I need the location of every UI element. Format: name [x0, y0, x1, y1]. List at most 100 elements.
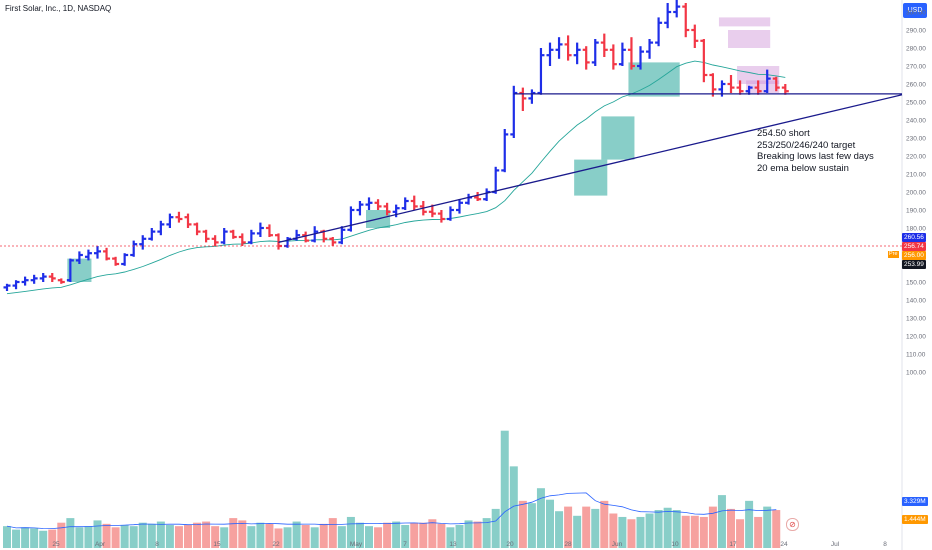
ohlc-bar [763, 69, 771, 93]
ohlc-bar [483, 188, 491, 201]
ohlc-bar [646, 39, 654, 59]
price-tick-label: 210.00 [906, 172, 926, 179]
ohlc-bar [247, 229, 255, 245]
ohlc-bar [66, 258, 74, 282]
volume-bar [690, 515, 699, 548]
ohlc-bar [84, 249, 92, 261]
volume-tag: 3.329M [902, 497, 928, 506]
volume-bar [256, 522, 265, 548]
price-tick-label: 270.00 [906, 64, 926, 71]
volume-bar [455, 525, 464, 548]
volume-bar [482, 518, 491, 548]
volume-bar [355, 522, 364, 548]
volume-ma-tag: 1.444M [902, 515, 928, 524]
volume-bar [102, 523, 111, 548]
ohlc-bar [537, 48, 545, 95]
volume-bar [156, 521, 165, 548]
ohlc-bar [75, 251, 83, 264]
volume-bar [274, 528, 283, 548]
volume-bar [763, 506, 772, 548]
volume-bar [518, 500, 527, 548]
currency-button[interactable]: USD [903, 3, 927, 18]
volume-bar [129, 526, 138, 548]
volume-bar [365, 526, 373, 548]
price-tick-label: 290.00 [906, 28, 926, 35]
ohlc-bar [302, 231, 310, 243]
volume-bar [627, 519, 636, 548]
volume-bar [328, 518, 337, 548]
volume-bar [772, 510, 781, 548]
ohlc-bar [220, 228, 228, 245]
volume-bar [464, 520, 473, 548]
volume-bar [93, 520, 102, 548]
ohlc-bar [374, 199, 382, 210]
volume-bar [509, 466, 518, 548]
volume-bar [66, 518, 75, 548]
zone-box-8 [746, 80, 780, 93]
ohlc-bar [754, 80, 762, 95]
volume-bar [346, 516, 355, 548]
ohlc-bar [627, 37, 635, 70]
price-tick-label: 220.00 [906, 154, 926, 161]
volume-bar [401, 525, 410, 548]
volume-bar [238, 520, 247, 548]
volume-bar [220, 527, 229, 548]
ohlc-bar [781, 84, 789, 95]
ohlc-bar [437, 210, 445, 223]
volume-bar [672, 510, 681, 548]
zone-box-2 [574, 159, 608, 196]
ohlc-bar [30, 274, 38, 284]
volume-bar [111, 527, 120, 548]
volume-bar [120, 525, 129, 548]
price-tick-label: 110.00 [906, 352, 926, 359]
ohlc-bar [564, 35, 572, 61]
snapshot-icon[interactable]: ⊘ [786, 518, 799, 531]
ohlc-bar [202, 229, 210, 243]
price-tick-label: 240.00 [906, 118, 926, 125]
volume-bar [193, 522, 202, 548]
volume-bar [392, 521, 401, 548]
ohlc-bar [347, 206, 355, 232]
time-tick-label: 8 [883, 541, 887, 548]
price-tick-label: 100.00 [906, 370, 926, 377]
volume-bar [618, 516, 627, 548]
ohlc-bar [12, 280, 20, 290]
volume-bar [736, 519, 745, 548]
ohlc-bar [772, 76, 780, 92]
trend-line [278, 94, 903, 244]
time-tick-label: 24 [780, 541, 788, 548]
volume-bar [12, 529, 21, 548]
volume-bar [591, 508, 600, 548]
volume-bar [75, 527, 84, 548]
volume-bar [754, 516, 763, 548]
ohlc-bar [736, 80, 744, 95]
ohlc-bar [365, 197, 373, 210]
price-tick-label: 250.00 [906, 100, 926, 107]
ohlc-bar [555, 37, 563, 59]
price-tick-label: 190.00 [906, 208, 926, 215]
annotation-line-2: 253/250/246/240 target [757, 139, 856, 151]
ohlc-bar [139, 235, 147, 250]
volume-bar [337, 526, 346, 548]
ohlc-bar [356, 201, 364, 216]
time-tick-label: 13 [449, 541, 457, 548]
ohlc-bar [57, 278, 65, 284]
ohlc-bar [618, 42, 626, 66]
trade-annotation: 254.50 short 253/250/246/240 target Brea… [757, 128, 874, 174]
volume-bar [609, 513, 618, 548]
volume-bar [138, 522, 147, 548]
ohlc-bar [256, 222, 264, 237]
volume-bar [681, 515, 690, 548]
volume-bar [57, 522, 66, 548]
ohlc-bar [682, 3, 690, 38]
ohlc-bar [573, 42, 581, 65]
ohlc-bar [383, 202, 391, 216]
volume-bar [491, 508, 500, 548]
volume-bar [727, 508, 735, 548]
time-tick-label: 25 [52, 541, 60, 548]
time-tick-label: 7 [403, 541, 407, 548]
time-tick-label: 28 [564, 541, 572, 548]
time-tick-label: 10 [671, 541, 679, 548]
volume-bar [165, 525, 174, 548]
